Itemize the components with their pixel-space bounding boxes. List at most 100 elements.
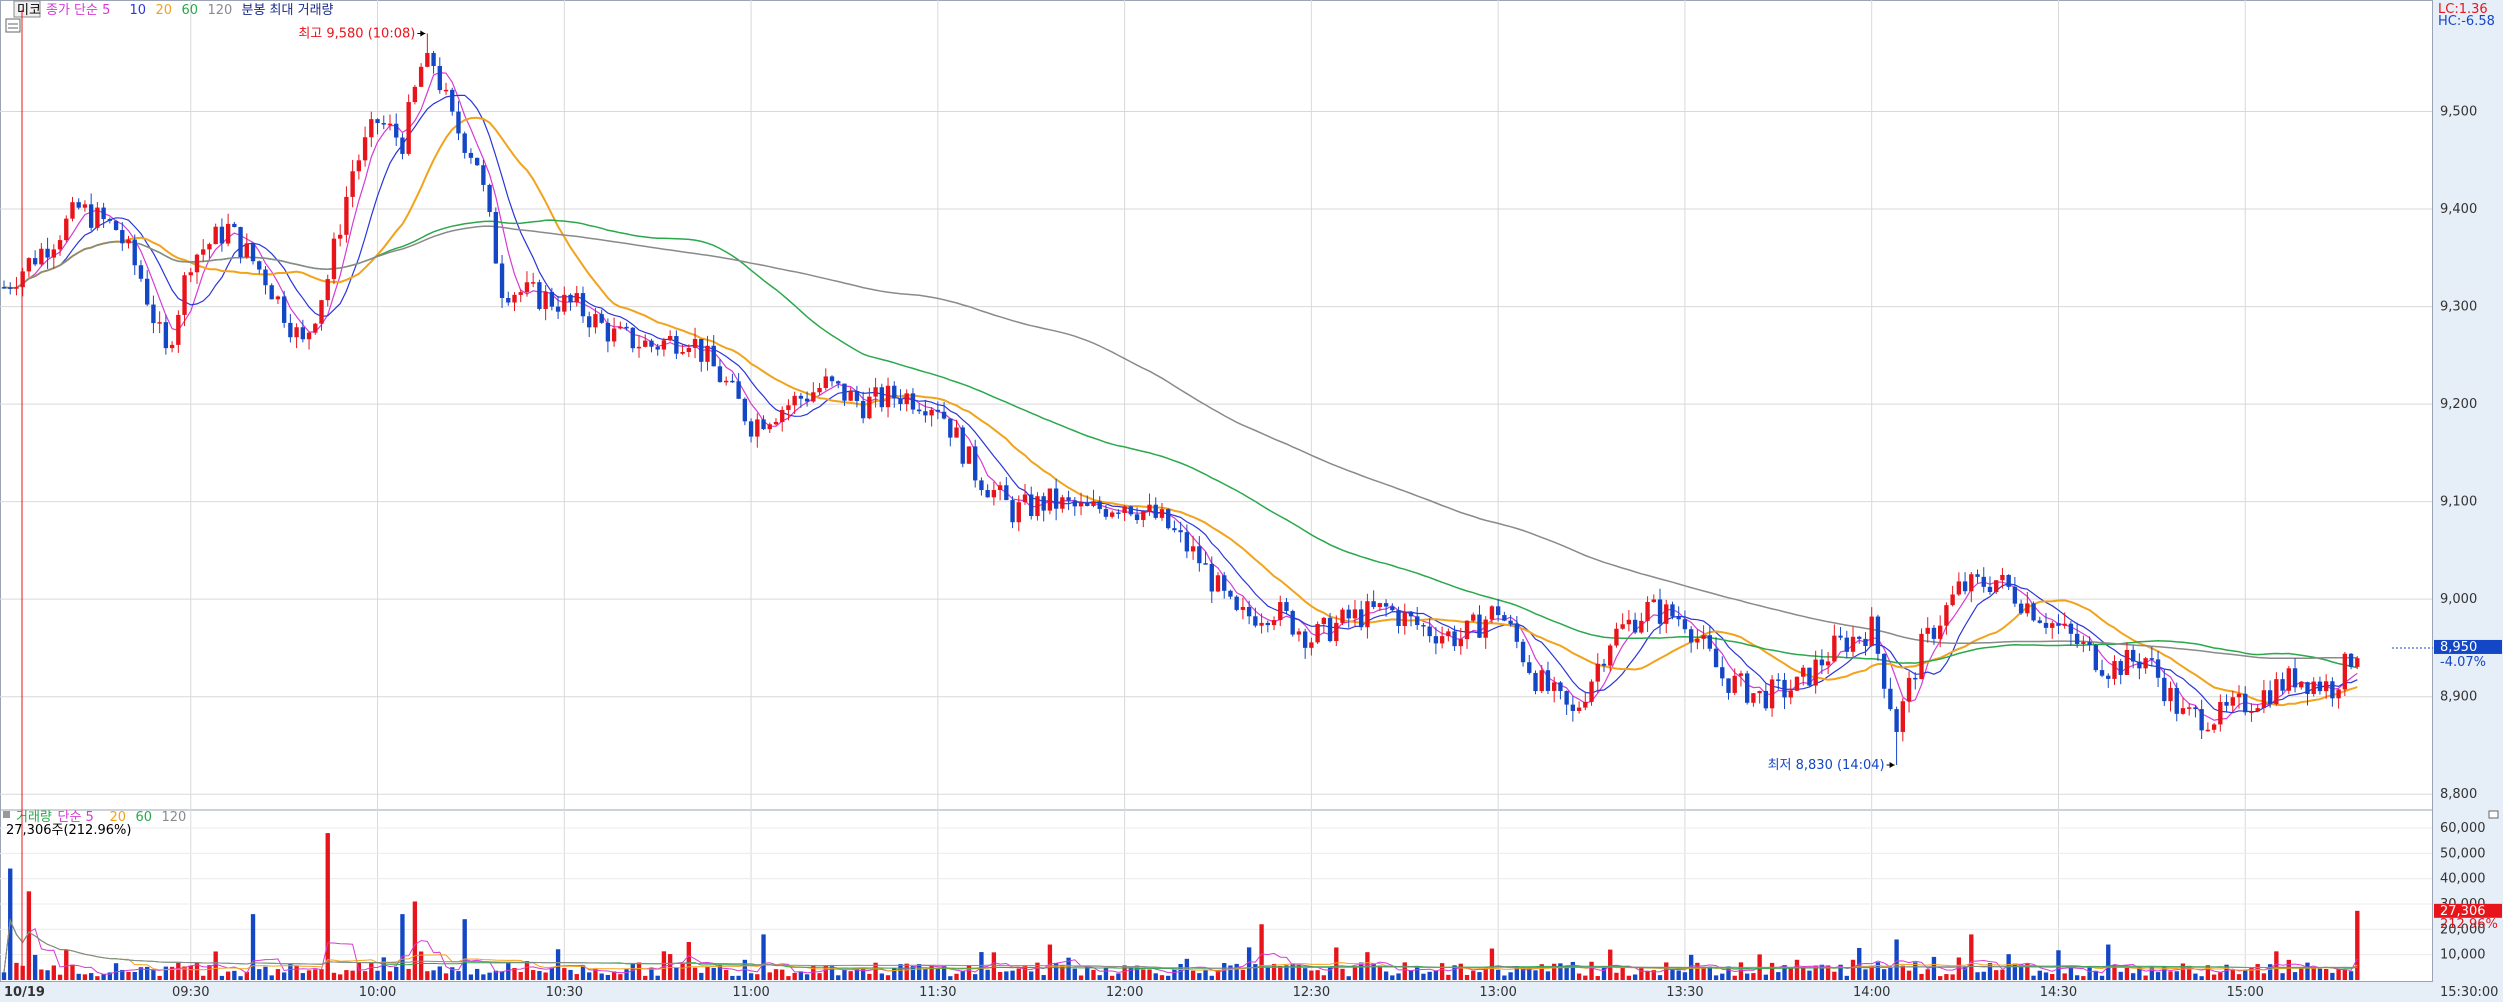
volume-bar xyxy=(1508,972,1513,980)
candle-body xyxy=(848,391,853,401)
volume-tick-label: 60,000 xyxy=(2440,821,2486,836)
volume-bar xyxy=(954,973,959,980)
volume-bar xyxy=(1091,969,1096,980)
volume-bar xyxy=(879,973,884,980)
volume-bar xyxy=(493,970,499,980)
volume-bar xyxy=(1284,965,1289,980)
volume-bar xyxy=(2311,967,2316,980)
candle-body xyxy=(1913,677,1918,680)
volume-bar xyxy=(2224,964,2229,980)
price-tick-label: 8,800 xyxy=(2440,787,2477,802)
volume-bar xyxy=(406,968,411,980)
volume-bar xyxy=(661,951,667,980)
volume-bar xyxy=(748,973,754,980)
candle-body xyxy=(1502,615,1507,621)
volume-bar xyxy=(2199,976,2204,980)
candle-body xyxy=(462,133,467,153)
candle-body xyxy=(350,171,355,197)
volume-bar xyxy=(1489,948,1495,980)
candle-body xyxy=(338,234,343,239)
volume-bar xyxy=(1483,967,1488,980)
volume-bar xyxy=(1109,975,1115,980)
volume-bar xyxy=(1832,971,1837,980)
volume-bar xyxy=(2187,965,2192,980)
volume-bar xyxy=(163,966,169,980)
volume-bar xyxy=(568,969,573,980)
candle-body xyxy=(1738,673,1744,676)
volume-bar xyxy=(1253,964,1258,980)
price-ma-10-line xyxy=(3,94,2358,714)
volume-bar xyxy=(45,970,50,980)
volume-bar xyxy=(151,970,156,980)
volume-bar xyxy=(138,967,144,980)
candle-body xyxy=(51,249,56,258)
lc-readout: LC:1.36 xyxy=(2438,2,2488,17)
candle-body xyxy=(2267,690,2273,705)
volume-legend-marker xyxy=(3,811,10,818)
volume-bar xyxy=(356,962,362,980)
volume-bar xyxy=(313,969,318,980)
volume-bar xyxy=(2087,966,2092,980)
candle-body xyxy=(1047,488,1053,511)
candle-body xyxy=(1950,594,1955,606)
volume-bar xyxy=(1097,975,1102,980)
volume-bar xyxy=(250,914,256,980)
candle-body xyxy=(798,395,804,399)
candle-body xyxy=(966,446,972,464)
volume-bar xyxy=(674,967,679,980)
candle-body xyxy=(2143,658,2148,669)
candle-body xyxy=(537,282,542,309)
candle-body xyxy=(1278,602,1283,621)
volume-bar xyxy=(126,971,131,980)
candle-body xyxy=(1632,619,1638,633)
volume-bar xyxy=(2143,975,2148,980)
volume-bar xyxy=(686,942,691,980)
candle-body xyxy=(1340,609,1345,623)
volume-bar xyxy=(39,969,44,980)
candle-body xyxy=(518,292,523,295)
price-tick-label: 9,200 xyxy=(2440,397,2477,412)
volume-bar xyxy=(1838,964,1843,980)
volume-bar xyxy=(1614,972,1619,980)
volume-bar xyxy=(2068,967,2074,980)
volume-bar xyxy=(1,972,7,980)
volume-bar xyxy=(973,974,978,980)
candle-body xyxy=(2311,681,2316,694)
volume-bar xyxy=(1769,962,1775,980)
legend-item-3: 60 xyxy=(182,3,199,18)
candle-body xyxy=(1782,679,1787,698)
volume-badge-change: 212.96% xyxy=(2440,917,2498,932)
volume-bar xyxy=(1981,971,1986,980)
grid-settings-icon[interactable] xyxy=(5,18,21,33)
legend-item-4: 120 xyxy=(208,3,233,18)
volume-ma-120-line xyxy=(3,918,2358,973)
legend-item-2: 20 xyxy=(156,3,173,18)
volume-bar xyxy=(1072,968,1077,980)
volume-panel-minimize[interactable] xyxy=(2488,810,2499,819)
volume-bar xyxy=(1321,975,1327,980)
candle-body xyxy=(941,411,947,419)
candle-body xyxy=(916,409,922,412)
volume-bar xyxy=(1813,965,1818,980)
candle-body xyxy=(1975,574,1980,577)
candle-body xyxy=(531,282,536,284)
candle-body xyxy=(618,326,623,329)
candle-body xyxy=(418,66,424,87)
volume-bar xyxy=(823,965,828,980)
volume-bar xyxy=(699,972,704,980)
volume-bar xyxy=(2050,973,2055,980)
candle-body xyxy=(599,314,604,323)
volume-bar xyxy=(574,974,579,980)
candle-body xyxy=(294,327,299,338)
volume-bar xyxy=(723,969,729,980)
candle-body xyxy=(1695,638,1700,643)
volume-bar xyxy=(2348,971,2354,980)
volume-bar xyxy=(456,971,461,980)
volume-bar xyxy=(51,965,56,980)
candle-body xyxy=(742,398,748,422)
candle-body xyxy=(1141,511,1146,521)
candle-body xyxy=(630,327,635,349)
candle-body xyxy=(1707,635,1713,649)
candle-body xyxy=(1657,599,1663,624)
candle-body xyxy=(1439,636,1445,644)
